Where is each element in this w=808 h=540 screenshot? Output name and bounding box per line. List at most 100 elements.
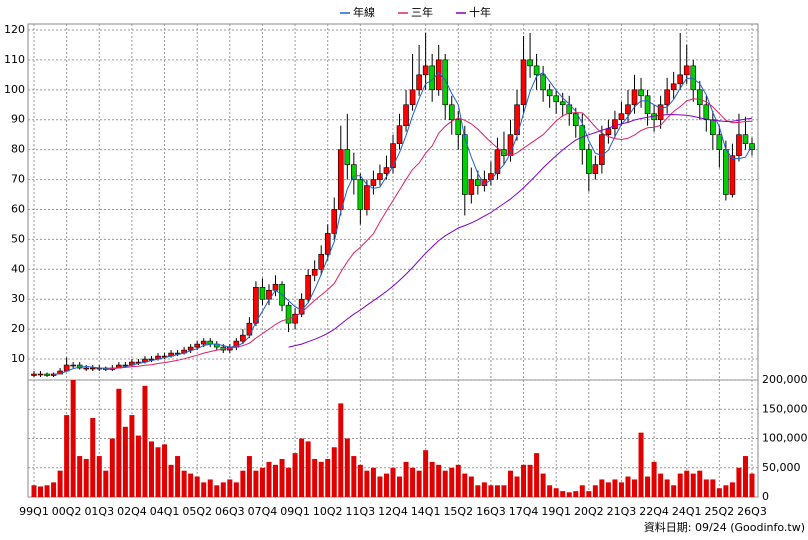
candle-body: [331, 209, 338, 234]
volume-bar: [103, 470, 109, 497]
candle-body: [690, 65, 697, 91]
volume-bar: [305, 441, 311, 497]
candle-body: [546, 89, 553, 97]
volume-bar: [436, 464, 442, 497]
x-tick-label: 22Q4: [639, 505, 669, 518]
candle-body: [448, 104, 455, 121]
volume-bar: [397, 476, 403, 497]
volume-bar: [292, 453, 298, 497]
candle-body: [37, 373, 44, 376]
volume-bar: [716, 488, 722, 497]
volume-bar: [31, 485, 37, 497]
y2-tick-label: 50,000: [762, 461, 801, 474]
x-tick-label: 00Q2: [52, 505, 82, 518]
volume-bar: [658, 473, 664, 497]
x-tick-label: 01Q3: [84, 505, 114, 518]
x-tick-label: 12Q4: [378, 505, 408, 518]
candle-body: [44, 373, 50, 376]
candle-body: [403, 104, 409, 127]
volume-bar: [273, 464, 279, 497]
candle-body: [364, 185, 370, 210]
volume-bar: [383, 473, 389, 497]
x-tick-label: 09Q1: [280, 505, 310, 518]
volume-bar: [736, 467, 742, 497]
y-tick-label: 100: [4, 83, 25, 96]
volume-bar: [227, 479, 233, 497]
candle-body: [553, 95, 559, 103]
candle-body: [618, 113, 625, 121]
volume-bar: [390, 467, 396, 497]
volume-bar: [573, 491, 579, 497]
volume-bar: [129, 415, 135, 497]
volume-bar: [194, 476, 200, 497]
y-tick-label: 40: [11, 262, 25, 275]
y2-tick-label: 0: [762, 490, 769, 503]
candle-body: [390, 143, 396, 168]
volume-bar: [403, 461, 409, 497]
volume-bar: [240, 470, 246, 497]
volume-bar: [592, 485, 598, 497]
footer: 資料日期: 09/24 (Goodinfo.tw): [644, 520, 805, 534]
candle-body: [612, 119, 618, 130]
volume-bar: [501, 485, 507, 497]
volume-bar: [475, 485, 481, 497]
volume-bar: [44, 485, 50, 497]
candle-body: [344, 149, 351, 165]
volume-bar: [64, 415, 70, 497]
volume-bar: [338, 403, 344, 497]
candle-body: [716, 134, 723, 150]
candle-body: [292, 313, 298, 324]
volume-bar: [116, 388, 122, 497]
candle-body: [305, 274, 311, 300]
volume-bar: [246, 456, 252, 497]
candle-body: [605, 128, 612, 135]
volume-bar: [566, 492, 572, 497]
candle-body: [631, 89, 638, 106]
ma-line: [53, 71, 753, 375]
candle-body: [409, 89, 416, 106]
legend-label: 年線: [353, 5, 375, 19]
candle-body: [710, 119, 716, 135]
candle-body: [253, 286, 259, 324]
candle-body: [442, 59, 449, 106]
volume-bar: [109, 438, 115, 497]
candle-body: [572, 113, 579, 127]
x-tick-label: 99Q1: [19, 505, 49, 518]
candle-body: [579, 125, 586, 150]
y-tick-label: 30: [11, 292, 25, 305]
volume-bar: [729, 482, 735, 497]
volume-bar: [710, 479, 716, 497]
volume-bar: [70, 380, 76, 497]
volume-bar: [645, 476, 651, 497]
volume-bar: [299, 438, 305, 497]
volume-bar: [351, 456, 357, 497]
candle-body: [240, 334, 246, 342]
volume-bar: [547, 485, 553, 497]
x-tick-label: 04Q1: [150, 505, 180, 518]
volume-bar: [749, 473, 755, 497]
candle-body: [461, 134, 468, 195]
candle-body: [540, 74, 546, 91]
volume-bar: [142, 385, 148, 497]
candle-body: [259, 286, 266, 300]
y-tick-label: 110: [4, 53, 25, 66]
volume-bar: [266, 461, 272, 497]
x-tick-label: 07Q4: [248, 505, 278, 518]
candle-body: [736, 134, 742, 156]
volume-bar: [51, 482, 57, 497]
ma-line: [105, 98, 753, 370]
candle-body: [83, 367, 90, 370]
y2-tick-label: 100,000: [762, 432, 808, 445]
x-tick-label: 19Q1: [541, 505, 571, 518]
volume-bar: [122, 426, 128, 497]
volume-bar: [96, 456, 102, 497]
volume-bar: [83, 458, 89, 497]
volume-bar: [625, 476, 631, 497]
volume-bar: [449, 467, 455, 497]
volume-bar: [286, 467, 292, 497]
x-tick-label: 14Q1: [411, 505, 441, 518]
y-tick-label: 80: [11, 143, 25, 156]
volume-bar: [514, 476, 520, 497]
candle-body: [455, 119, 462, 135]
